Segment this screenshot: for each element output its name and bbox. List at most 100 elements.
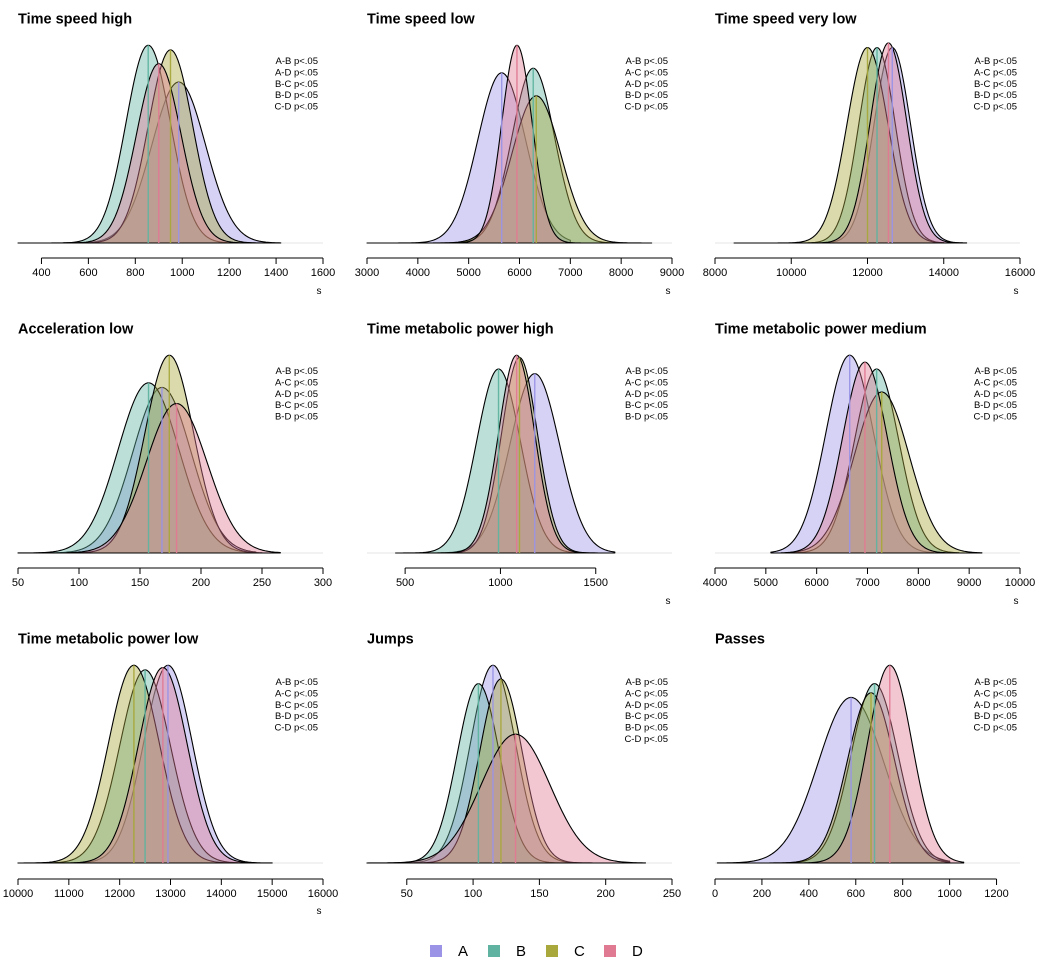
legend-item-d: D: [604, 943, 643, 960]
x-tick-label: 7000: [558, 267, 582, 279]
significance-annotations: A-B p<.05A-C p<.05A-D p<.05B-D p<.05C-D …: [973, 677, 1017, 734]
legend-label: B: [516, 943, 526, 960]
x-axis: 10000 11000 12000 13000 14000 15000 16000 s: [3, 878, 338, 917]
panel-title: Time metabolic power low: [18, 632, 199, 648]
x-axis-label: s: [317, 906, 322, 917]
x-tick-label: 1200: [984, 888, 1008, 900]
significance-label: A-B p<.05: [974, 56, 1017, 67]
significance-label: A-D p<.05: [625, 700, 668, 711]
density-d: [780, 361, 960, 554]
significance-label: A-D p<.05: [974, 389, 1017, 400]
x-tick-label: 200: [192, 577, 210, 589]
significance-label: B-D p<.05: [974, 711, 1017, 722]
x-tick-label: 8000: [906, 577, 930, 589]
density-a: [716, 696, 951, 864]
x-axis-label: s: [666, 286, 671, 297]
significance-annotations: A-B p<.05A-C p<.05A-D p<.05B-D p<.05C-D …: [624, 56, 668, 113]
x-tick-label: 1000: [937, 888, 961, 900]
significance-label: C-D p<.05: [973, 102, 1017, 113]
significance-label: A-B p<.05: [974, 677, 1017, 688]
significance-label: C-D p<.05: [274, 723, 318, 734]
significance-label: A-C p<.05: [974, 67, 1017, 78]
panel-title: Passes: [715, 632, 765, 648]
significance-label: C-D p<.05: [624, 734, 668, 745]
density-curves: [17, 44, 282, 244]
x-axis: 3000 4000 5000 6000 7000 8000 9000 s: [355, 257, 684, 297]
density-c: [790, 391, 983, 554]
density-curves: [366, 44, 653, 244]
x-tick-label: 200: [753, 888, 771, 900]
x-tick-label: 400: [32, 267, 50, 279]
legend-label: D: [632, 943, 643, 960]
x-axis: 50 100 150 200 250: [401, 878, 681, 900]
legend-label: C: [574, 943, 585, 960]
significance-label: A-C p<.05: [625, 688, 668, 699]
x-tick-label: 1400: [264, 267, 288, 279]
x-tick-label: 8000: [609, 267, 633, 279]
x-tick-label: 11000: [54, 888, 84, 900]
significance-label: A-B p<.05: [625, 366, 668, 377]
x-tick-label: 15000: [257, 888, 288, 900]
x-axis-label: s: [317, 286, 322, 297]
significance-label: C-D p<.05: [274, 102, 318, 113]
density-d: [432, 44, 582, 244]
density-d: [366, 733, 647, 864]
x-tick-label: 600: [79, 267, 97, 279]
significance-label: B-D p<.05: [625, 723, 668, 734]
x-axis: 4000 5000 6000 7000 8000 9000 10000 s: [703, 567, 1036, 607]
significance-label: A-C p<.05: [275, 688, 318, 699]
x-tick-label: 1500: [584, 577, 608, 589]
x-tick-label: 10000: [1005, 577, 1036, 589]
x-tick-label: 5000: [456, 267, 480, 279]
significance-label: B-D p<.05: [275, 711, 318, 722]
significance-annotations: A-B p<.05A-C p<.05A-D p<.05B-C p<.05B-D …: [275, 366, 318, 423]
legend-label: A: [458, 943, 468, 960]
x-tick-label: 1200: [217, 267, 241, 279]
significance-annotations: A-B p<.05A-C p<.05A-D p<.05B-C p<.05B-D …: [624, 677, 668, 745]
x-tick-label: 200: [597, 888, 615, 900]
density-curves: [366, 664, 647, 864]
significance-annotations: A-B p<.05A-C p<.05B-C p<.05B-D p<.05C-D …: [973, 56, 1017, 113]
significance-annotations: A-B p<.05A-C p<.05A-D p<.05B-D p<.05C-D …: [973, 366, 1017, 423]
significance-label: B-C p<.05: [625, 400, 668, 411]
panel-passes: Passes 0 200 400 600 800 1000 1200 A-B p<.05A-C …: [712, 632, 1020, 900]
x-tick-label: 300: [314, 577, 332, 589]
panel-title: Time speed very low: [715, 12, 857, 28]
density-d: [66, 402, 281, 554]
x-tick-label: 250: [253, 577, 271, 589]
x-tick-label: 250: [663, 888, 681, 900]
x-tick-label: 1000: [170, 267, 194, 279]
significance-label: A-B p<.05: [275, 677, 318, 688]
significance-label: C-D p<.05: [973, 723, 1017, 734]
significance-label: A-C p<.05: [625, 377, 668, 388]
significance-label: B-C p<.05: [974, 79, 1017, 90]
significance-label: C-D p<.05: [973, 412, 1017, 423]
panel-title: Time metabolic power medium: [715, 322, 927, 338]
density-c: [17, 664, 248, 864]
x-axis-label: s: [666, 596, 671, 607]
x-tick-label: 150: [530, 888, 548, 900]
density-d: [423, 354, 601, 554]
x-tick-label: 9000: [957, 577, 981, 589]
density-d: [17, 666, 253, 864]
panel-time-metabolic-power-high: Time metabolic power high 500 1000 1500 s A-B…: [367, 322, 672, 607]
density-curves: [395, 354, 616, 554]
x-tick-label: 4000: [703, 577, 727, 589]
x-tick-label: 150: [131, 577, 149, 589]
density-curves: [716, 664, 965, 864]
x-axis-label: s: [1014, 596, 1019, 607]
significance-annotations: A-B p<.05A-C p<.05B-C p<.05B-D p<.05C-D …: [274, 677, 318, 734]
density-c: [432, 95, 653, 244]
legend-swatch: [430, 945, 442, 957]
x-tick-label: 5000: [754, 577, 778, 589]
significance-label: B-D p<.05: [974, 90, 1017, 101]
x-tick-label: 100: [464, 888, 482, 900]
x-axis-label: s: [1014, 286, 1019, 297]
x-axis: 0 200 400 600 800 1000 1200: [712, 878, 1009, 900]
significance-label: A-C p<.05: [974, 377, 1017, 388]
x-tick-label: 50: [401, 888, 413, 900]
significance-label: B-C p<.05: [275, 79, 318, 90]
x-tick-label: 50: [12, 577, 24, 589]
density-c: [771, 46, 945, 244]
legend-swatch: [546, 945, 558, 957]
